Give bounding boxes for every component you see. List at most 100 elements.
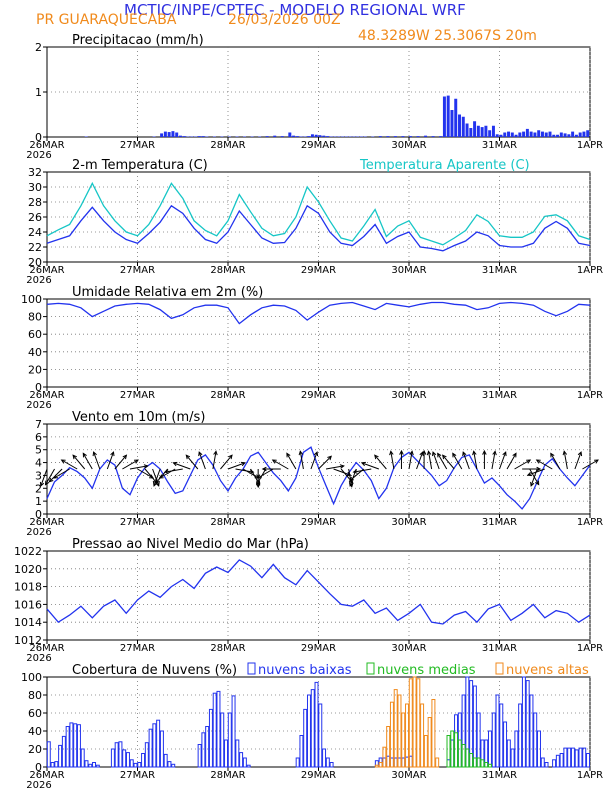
wind-vector: [106, 451, 114, 470]
wind-vector-head: [213, 450, 218, 456]
cloud-bar-0: [242, 757, 247, 768]
wind-vector-head: [349, 481, 354, 487]
cloud-bar-0: [88, 763, 93, 768]
humidity-ytick-label: 0: [35, 381, 42, 394]
wind-vector-head: [550, 452, 555, 458]
cloud-bar-0: [582, 747, 587, 768]
wind-vector: [185, 454, 199, 470]
wind-vector: [499, 451, 507, 470]
precip-xtick-label: 26MAR: [29, 140, 64, 151]
cloud-bar-0: [533, 712, 538, 768]
wind-vector-head: [594, 459, 599, 464]
precip-xtick-label: 30MAR: [391, 140, 426, 151]
wind-vector: [122, 459, 139, 470]
cloud-bar-2: [374, 764, 379, 768]
cloud-bar-0: [129, 759, 134, 768]
precip-bar: [378, 136, 382, 137]
humidity-title: Umidade Relativa em 2m (%): [72, 285, 263, 300]
cloud-bar-2: [397, 694, 402, 768]
cloud-bar-0: [563, 747, 568, 768]
wind-vector-head: [271, 459, 277, 464]
precip-bar: [491, 125, 495, 137]
temp-ytick-label: 26: [28, 211, 42, 224]
wind-vector-head: [82, 452, 87, 458]
cloud-bar-0: [171, 763, 176, 768]
wind-vector-head: [261, 466, 267, 472]
precip-bar: [314, 134, 318, 137]
humidity-series-line-0: [46, 301, 591, 325]
wind-xtick-label: 29MAR: [301, 517, 336, 528]
precip-bar: [307, 136, 311, 137]
cloud-bar-2: [427, 717, 432, 768]
precip-bar: [495, 134, 499, 137]
wind-vector-head: [536, 466, 542, 472]
precip-bar: [514, 134, 518, 137]
clouds-ytick-label: 0: [35, 761, 42, 774]
cloud-bar-0: [529, 694, 534, 768]
clouds-xtick-label: 31MAR: [482, 770, 517, 781]
precip-bar: [171, 131, 175, 137]
precip-bar: [393, 136, 397, 137]
clouds-xtick-label: 26MAR: [29, 770, 64, 781]
precip-bar: [518, 132, 522, 137]
cloud-bar-1: [454, 732, 459, 768]
precip-bar: [488, 130, 492, 137]
wind-vector: [550, 453, 561, 470]
wind-year-label: 2026: [26, 527, 51, 538]
wind-xtick-label: 26MAR: [29, 517, 64, 528]
wind-vector: [325, 465, 344, 470]
pressure-xtick-label: 31MAR: [482, 643, 517, 654]
cloud-bar-0: [220, 712, 225, 768]
cloud-bar-0: [65, 726, 70, 768]
temp-xtick-label: 1APR: [577, 265, 603, 276]
wind-vector: [514, 459, 531, 470]
wind-vector: [53, 468, 70, 479]
wind-ytick-label: 6: [35, 431, 42, 444]
pressure-xtick-label: 26MAR: [29, 643, 64, 654]
precip-bar: [201, 136, 205, 137]
wind-vector: [437, 453, 448, 470]
cloud-legend-swatch: [366, 662, 375, 675]
cloud-bar-0: [205, 726, 210, 768]
wind-vector-head: [352, 469, 358, 474]
cloud-bar-0: [133, 762, 138, 768]
precip-bar: [458, 114, 461, 137]
cloud-bar-0: [586, 753, 591, 768]
wind-vector: [491, 451, 496, 470]
wind-vector: [506, 453, 517, 470]
precip-bar: [310, 134, 314, 137]
precip-xtick-label: 31MAR: [482, 140, 517, 151]
precip-bar: [476, 125, 480, 137]
wind-vector: [212, 451, 217, 470]
temp-panel: [43, 171, 591, 266]
cloud-bar-0: [216, 690, 221, 768]
precip-bar: [556, 134, 560, 137]
cloud-bar-0: [122, 749, 127, 768]
cloud-bar-0: [570, 747, 575, 768]
precip-bar: [522, 131, 526, 137]
cloud-bar-0: [521, 676, 526, 768]
pressure-ytick-label: 1022: [14, 545, 42, 558]
cloud-bar-0: [69, 722, 74, 768]
wind-ytick-label: 4: [35, 457, 42, 470]
cloud-bar-0: [491, 712, 496, 768]
wind-vector: [428, 451, 433, 470]
pressure-year-label: 2026: [26, 653, 51, 664]
wind-vector-head: [163, 469, 169, 474]
temp-series-line-0: [46, 204, 591, 252]
wind-vector: [152, 468, 160, 487]
precip-xtick-label: 1APR: [577, 140, 603, 151]
cloud-bar-0: [544, 762, 549, 768]
humidity-ytick-label: 20: [28, 363, 42, 376]
cloud-legend-label: nuvens altas: [506, 663, 589, 678]
precip-ytick-label: 2: [35, 41, 42, 54]
wind-vector-head: [512, 452, 517, 458]
cloud-bar-0: [518, 703, 523, 768]
temp-ytick-label: 28: [28, 196, 42, 209]
wind-vector-head: [452, 452, 457, 458]
precip-xtick-label: 29MAR: [301, 140, 336, 151]
clouds-panel: [43, 662, 591, 771]
wind-vector: [536, 459, 553, 470]
precip-title: Precipitacao (mm/h): [72, 33, 204, 48]
cloud-bar-0: [487, 730, 492, 768]
